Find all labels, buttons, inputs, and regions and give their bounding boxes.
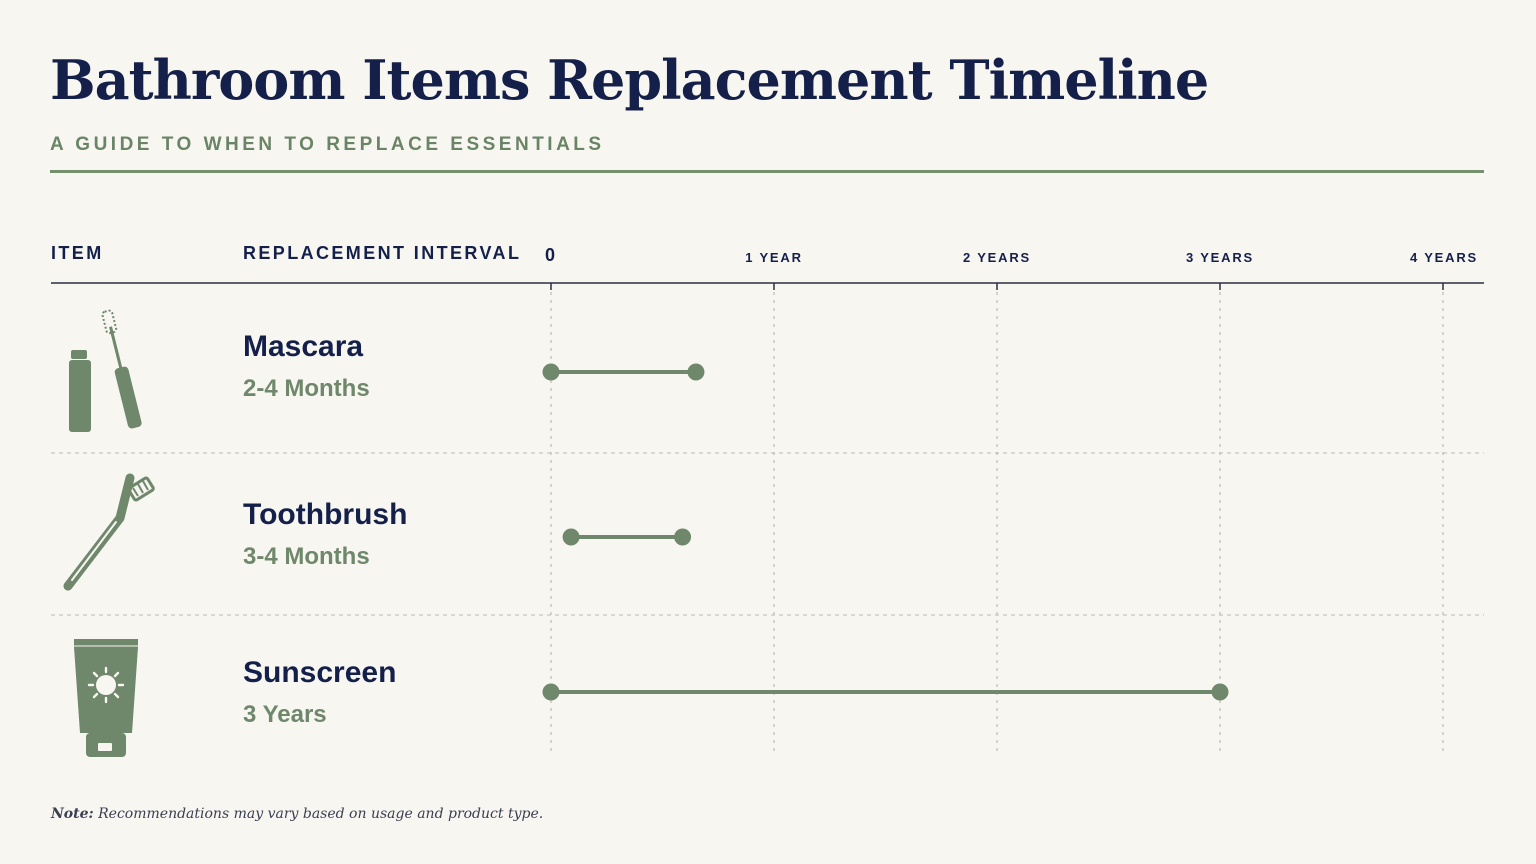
range-start-dot-toothbrush xyxy=(562,528,580,546)
item-interval-sunscreen: 3 Years xyxy=(243,701,327,728)
item-name-sunscreen: Sunscreen xyxy=(243,656,397,689)
range-start-dot-sunscreen xyxy=(542,683,560,701)
item-name-mascara: Mascara xyxy=(243,330,364,363)
range-end-dot-sunscreen xyxy=(1211,683,1229,701)
tick-label-0: 0 xyxy=(545,245,555,265)
item-name-toothbrush: Toothbrush xyxy=(243,498,408,531)
page-title: Bathroom Items Replacement Timeline xyxy=(50,48,1209,112)
tick-label-3: 3 YEARS xyxy=(1186,250,1254,265)
column-header-interval: REPLACEMENT INTERVAL xyxy=(243,243,522,263)
tick-label-1: 1 YEAR xyxy=(745,250,803,265)
title-divider xyxy=(50,170,1484,173)
range-end-dot-mascara xyxy=(687,363,705,381)
footnote-text: Recommendations may vary based on usage … xyxy=(98,806,544,822)
toothbrush-icon xyxy=(58,472,162,605)
range-start-dot-mascara xyxy=(542,363,560,381)
footnote: Note: Recommendations may vary based on … xyxy=(51,806,543,822)
item-interval-mascara: 2-4 Months xyxy=(243,375,370,402)
column-header-item: ITEM xyxy=(51,243,104,263)
mascara-icon xyxy=(60,306,160,443)
tick-label-2: 2 YEARS xyxy=(963,250,1031,265)
item-interval-toothbrush: 3-4 Months xyxy=(243,543,370,570)
range-end-dot-toothbrush xyxy=(674,528,692,546)
page-subtitle: A GUIDE TO WHEN TO REPLACE ESSENTIALS xyxy=(50,134,605,155)
footnote-label: Note: xyxy=(51,806,94,822)
tick-label-4: 4 YEARS xyxy=(1410,250,1478,265)
sunscreen-icon xyxy=(72,637,142,766)
